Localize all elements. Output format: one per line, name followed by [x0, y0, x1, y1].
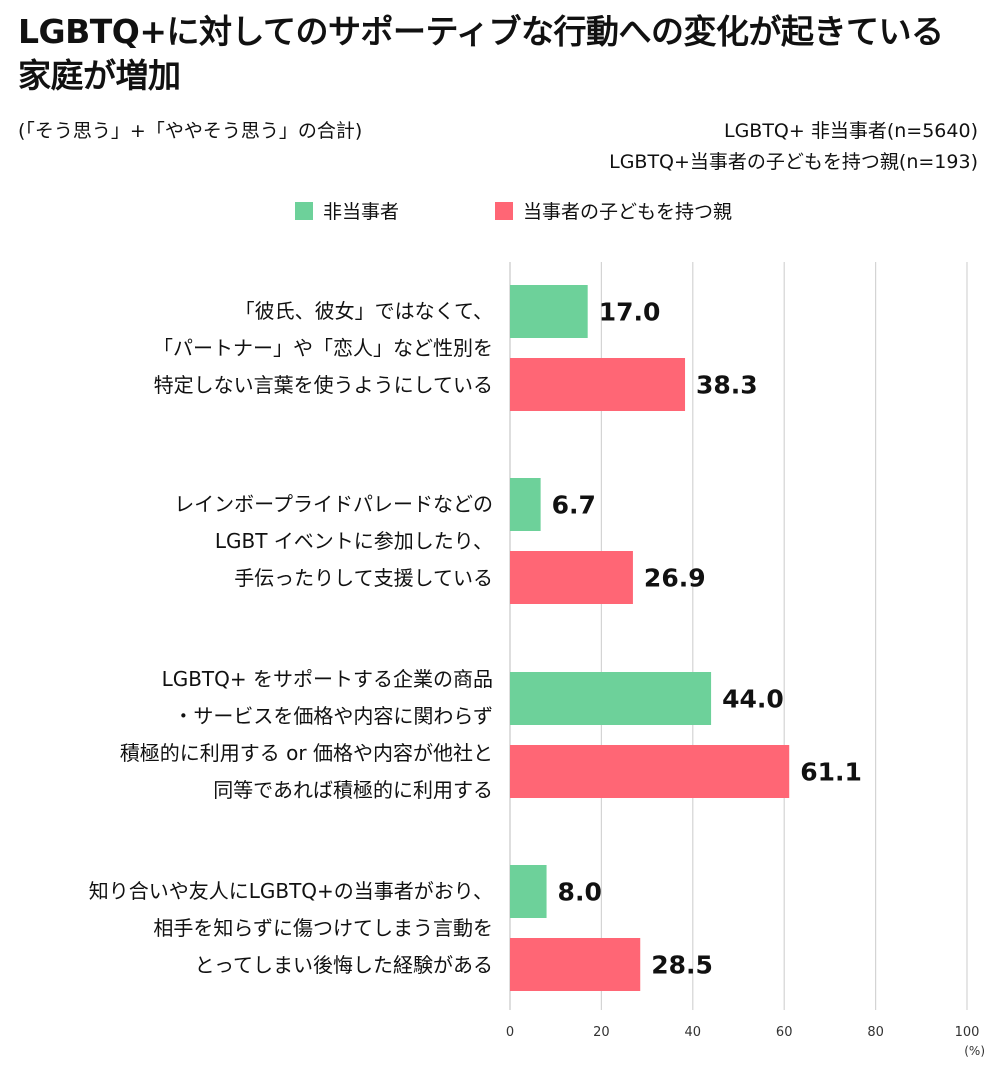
category-label-line: 積極的に利用する or 価格や内容が他社と: [119, 741, 493, 765]
chart-title: LGBTQ+に対してのサポーティブな行動への変化が起きている 家庭が増加: [18, 10, 988, 98]
data-label: 17.0: [599, 298, 661, 327]
bar: [510, 285, 588, 338]
sample-size-non-party: LGBTQ+ 非当事者(n=5640): [723, 120, 978, 142]
data-label: 44.0: [722, 685, 784, 714]
category-label-line: 知り合いや友人にLGBTQ+の当事者がおり、: [88, 878, 493, 903]
legend-item-non-party: 非当事者: [295, 197, 399, 224]
data-label: 61.1: [800, 758, 862, 787]
category-label: レインボープライドパレードなどの LGBT イベントに参加したり、手伝ったりして支…: [174, 486, 493, 597]
category-label: LGBTQ+ をサポートする企業の商品・サービスを価格や内容に関わらず積極的に利…: [120, 661, 493, 809]
x-tick-label: 0: [506, 1025, 514, 1040]
legend-item-parent: 当事者の子どもを持つ親: [495, 197, 732, 224]
x-tick-label: 40: [685, 1025, 702, 1040]
title-line-2: 家庭が増加: [18, 56, 181, 95]
category-label-line: レインボープライドパレードなどの: [174, 491, 493, 516]
bar: [510, 745, 790, 798]
category-label: 「彼氏、彼女」ではなくて、「パートナー」や「恋人」など性別を 特定しない言葉を使う…: [153, 293, 493, 404]
x-tick-label: 80: [867, 1025, 884, 1040]
legend-swatch-parent: [495, 201, 513, 220]
bar: [510, 478, 541, 531]
title-line-1: LGBTQ+に対してのサポーティブな行動への変化が起きている: [18, 12, 944, 51]
category-label-line: 特定しない言葉を使うようにしている: [153, 372, 493, 397]
legend: 非当事者 当事者の子どもを持つ親: [0, 197, 1000, 227]
bar: [510, 672, 712, 725]
x-unit-label: (%): [964, 1044, 985, 1058]
bar: [510, 865, 547, 918]
category-label-line: 「彼氏、彼女」ではなくて、: [234, 298, 493, 323]
data-label: 26.9: [644, 564, 706, 593]
data-label: 8.0: [558, 878, 602, 907]
data-label: 38.3: [696, 371, 758, 400]
category-label-line: ・サービスを価格や内容に関わらず: [173, 704, 493, 728]
category-label-line: 手伝ったりして支援している: [234, 565, 493, 590]
sample-size-parent: LGBTQ+当事者の子どもを持つ親(n=193): [609, 151, 978, 173]
subtitle: (「そう思う」+「ややそう思う」の合計): [18, 120, 363, 142]
category-label-line: LGBT イベントに参加したり、: [214, 528, 493, 553]
legend-swatch-non-party: [295, 201, 313, 220]
category-label-line: 相手を知らずに傷つけてしまう言動を: [153, 915, 493, 940]
category-label-line: とってしまい後悔した経験がある: [194, 952, 493, 977]
category-label-line: LGBTQ+ をサポートする企業の商品: [161, 667, 493, 691]
category-label: 知り合いや友人にLGBTQ+の当事者がおり、相手を知らずに傷つけてしまう言動をと…: [89, 873, 493, 984]
legend-label-parent: 当事者の子どもを持つ親: [523, 201, 733, 223]
bar: [510, 938, 641, 991]
data-label: 6.7: [552, 491, 596, 520]
bar: [510, 358, 686, 411]
x-tick-label: 20: [593, 1025, 610, 1040]
data-label: 28.5: [651, 951, 713, 980]
legend-label-non-party: 非当事者: [323, 201, 400, 223]
bar: [510, 551, 633, 604]
x-tick-label: 100: [955, 1025, 980, 1040]
category-label-line: 「パートナー」や「恋人」など性別を: [153, 335, 493, 360]
x-tick-label: 60: [776, 1025, 793, 1040]
category-label-line: 同等であれば積極的に利用する: [213, 778, 493, 802]
